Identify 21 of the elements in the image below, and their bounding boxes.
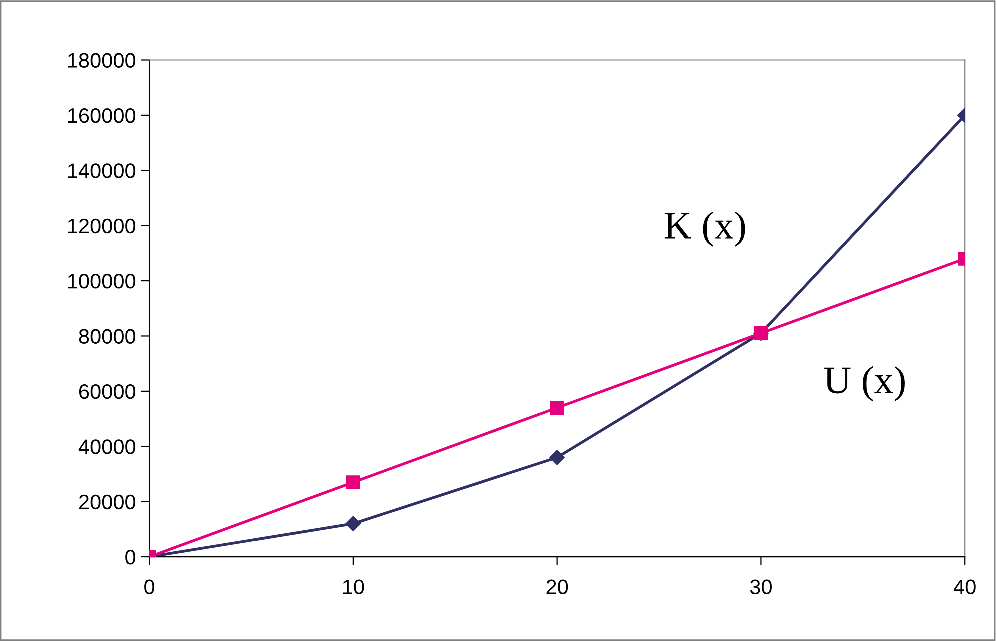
x-tick-label: 20 [546, 580, 568, 595]
y-tick-label: 120000 [68, 218, 136, 234]
point [346, 476, 360, 490]
series-label: K (x) [664, 212, 746, 247]
y-tick-label: 160000 [68, 108, 136, 124]
x-tick-label: 10 [343, 580, 364, 595]
x-tick-label: 40 [954, 580, 976, 595]
y-tick-label: 20000 [79, 494, 136, 510]
point [550, 450, 565, 466]
y-tick-label: 100000 [68, 274, 136, 289]
x-tick-label: 0 [144, 580, 155, 595]
series-label: U (x) [824, 366, 905, 402]
x-tick-label: 30 [750, 580, 772, 595]
y-tick-label: 80000 [79, 329, 136, 344]
point [346, 516, 362, 532]
y-tick-label: 0 [126, 550, 136, 565]
y-tick-label: 140000 [68, 164, 136, 178]
y-tick-label: 60000 [79, 384, 136, 400]
y-tick-label: 180000 [68, 53, 136, 68]
y-tick-label: 40000 [78, 440, 136, 454]
point [550, 401, 564, 415]
